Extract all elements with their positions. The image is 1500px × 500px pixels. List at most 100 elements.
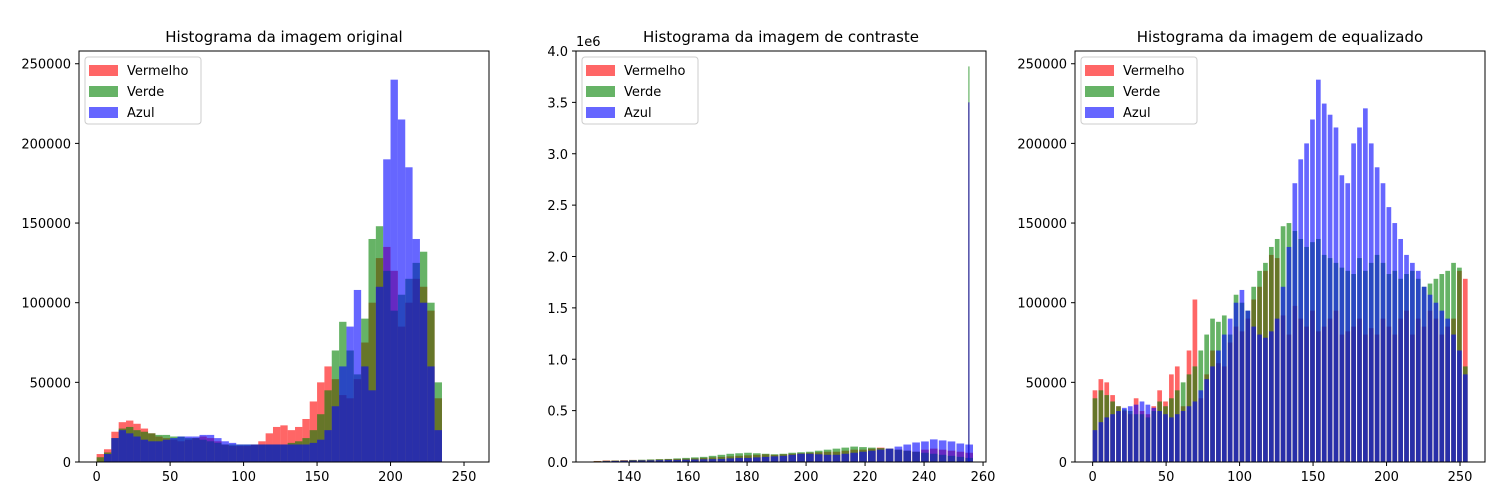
bar-azul: [620, 460, 628, 462]
bar-azul: [1122, 407, 1127, 462]
bar-azul: [434, 430, 442, 462]
bar-azul: [841, 453, 850, 462]
bar-azul: [1333, 127, 1339, 462]
legend-label-azul: Azul: [624, 106, 652, 121]
y-tick-label: 250000: [21, 58, 71, 73]
bar-azul: [850, 452, 858, 462]
x-tick-label: 240: [912, 470, 937, 485]
x-tick-label: 220: [853, 470, 878, 485]
bar-azul: [390, 79, 398, 463]
bar-azul: [1427, 294, 1433, 462]
axes-frame: [78, 50, 490, 463]
bar-azul: [331, 406, 340, 462]
bar-azul: [184, 436, 193, 462]
y-tick-label: 200000: [1017, 137, 1067, 152]
bar-azul: [309, 442, 318, 462]
legend-label-azul: Azul: [127, 106, 155, 121]
bar-azul: [243, 444, 251, 462]
bar-azul: [1357, 127, 1362, 462]
bar-azul: [1157, 411, 1162, 462]
bar-azul: [339, 366, 347, 462]
x-tick-label: 250: [1448, 470, 1473, 485]
bar-azul: [1298, 159, 1304, 462]
bar-azul: [788, 454, 797, 462]
bar-azul: [1110, 414, 1115, 462]
bar-azul: [1280, 286, 1286, 462]
bar-azul: [868, 450, 876, 462]
legend-label-azul: Azul: [1123, 106, 1151, 121]
x-tick-label: 260: [971, 470, 996, 485]
bar-azul: [1169, 417, 1174, 462]
bar-azul: [797, 453, 805, 462]
bar-azul: [295, 444, 303, 462]
y-tick-label: 200000: [21, 137, 71, 152]
x-tick-label: 160: [676, 470, 701, 485]
legend-label-verde: Verde: [1123, 85, 1160, 100]
bar-azul: [383, 159, 391, 462]
bar-azul: [726, 458, 735, 462]
bar-azul: [1392, 223, 1398, 462]
chart-title: Histograma da imagem de equalizado: [1137, 28, 1423, 46]
bar-azul: [1127, 406, 1133, 462]
bar-azul: [655, 460, 664, 462]
legend-label-vermelho: Vermelho: [1123, 64, 1185, 79]
bar-azul: [1398, 238, 1403, 462]
bar-azul: [1374, 167, 1380, 463]
bar-azul: [691, 459, 699, 462]
y-tick-label: 50000: [30, 376, 71, 391]
y-tick-label: 2.5: [547, 199, 568, 214]
x-tick-label: 200: [794, 470, 819, 485]
x-tick-label: 0: [92, 470, 100, 485]
bar-azul: [228, 442, 237, 462]
bar-azul: [1133, 404, 1139, 462]
x-tick-label: 50: [1158, 470, 1175, 485]
bar-azul: [1451, 334, 1456, 462]
bar-verde: [96, 457, 104, 462]
series-azul: [1092, 79, 1468, 463]
bar-azul: [876, 449, 885, 462]
legend: Vermelho Verde Azul: [581, 56, 699, 125]
bar-azul: [859, 451, 867, 462]
bar-azul: [1198, 390, 1204, 462]
bar-azul: [427, 366, 435, 462]
bar-azul: [317, 439, 325, 462]
bar-azul: [1327, 114, 1333, 462]
bar-azul: [968, 102, 970, 463]
legend: Vermelho Verde Azul: [1080, 56, 1198, 125]
chart-panel-2: 140 160 180 200 220 240 260 0.0 0.5 1.0 1.5 2.0 2.5 3…: [547, 28, 995, 485]
bar-azul: [1251, 326, 1257, 462]
bar-azul: [140, 439, 149, 462]
bar-azul: [1457, 350, 1462, 462]
bar-azul: [368, 390, 376, 462]
bar-azul: [929, 439, 938, 462]
bar-azul: [1180, 411, 1186, 462]
bar-azul: [1292, 183, 1298, 462]
bar-azul: [1351, 143, 1356, 462]
bar-azul: [170, 438, 178, 462]
bar-azul: [324, 430, 332, 462]
bar-azul: [1174, 414, 1180, 462]
y-tick-label: 0.0: [547, 456, 568, 471]
bar-azul: [1263, 337, 1268, 462]
bar-azul: [1445, 318, 1450, 462]
bar-azul: [823, 454, 832, 462]
bar-azul: [111, 438, 119, 462]
y-tick-label: 150000: [1017, 217, 1067, 232]
y-tick-label: 3.5: [547, 96, 568, 111]
bar-azul: [717, 458, 726, 462]
bar-azul: [664, 459, 673, 462]
bar-azul: [921, 441, 929, 462]
bar-azul: [419, 302, 428, 462]
y-tick-label: 150000: [21, 217, 71, 232]
bar-azul: [1163, 414, 1168, 462]
bar-azul: [405, 167, 413, 463]
bar-verde: [744, 452, 752, 462]
x-tick-label: 0: [1088, 470, 1096, 485]
bar-azul: [258, 444, 266, 462]
bar-verde: [324, 390, 332, 462]
y-tick-label: 1.5: [547, 302, 568, 317]
y-tick-label: 50000: [1026, 376, 1067, 391]
bar-azul: [1221, 334, 1227, 462]
bar-azul: [353, 289, 362, 462]
bar-azul: [1145, 404, 1151, 462]
